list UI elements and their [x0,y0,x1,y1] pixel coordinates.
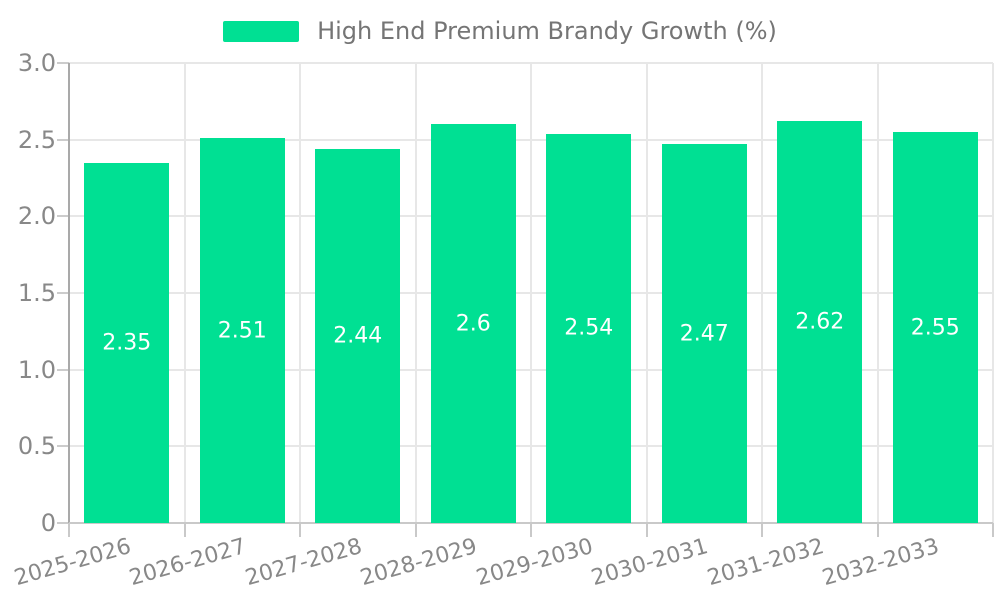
bar-value-label: 2.54 [564,315,614,341]
bar-value-label: 2.6 [455,311,491,337]
x-axis-tick [183,523,186,537]
y-axis-tick [57,62,69,64]
x-axis-tick-label: 2025-2026 [11,534,134,592]
gridline-vertical [761,63,763,523]
bar-value-label: 2.55 [910,315,960,340]
x-axis-tick [761,523,763,537]
y-axis-tick [57,368,69,371]
bar-2025-2026[interactable] [84,162,170,523]
x-axis-tick [530,523,532,537]
y-axis-tick-label: 3.0 [17,49,56,77]
gridline-vertical [876,63,879,523]
bar-value-label: 2.35 [102,330,152,356]
y-axis-tick-label: 0 [40,509,56,537]
x-axis-line [69,522,993,524]
x-axis-tick-label: 2026-2027 [126,534,250,592]
x-axis-tick [414,523,417,537]
x-axis-tick-label: 2028-2029 [357,534,481,592]
y-axis-tick [57,522,69,524]
x-axis-tick-label: 2030-2031 [588,534,712,592]
legend: High End Premium Brandy Growth (%) [0,17,1000,45]
bar-2030-2031[interactable] [661,144,747,523]
bar-2028-2029[interactable] [430,124,516,523]
gridline-vertical [299,63,301,523]
bar-2026-2027[interactable] [199,138,285,523]
gridline-vertical [414,63,417,523]
y-axis-tick [57,445,69,448]
bar-value-label: 2.51 [217,318,267,344]
gridline-vertical [183,63,186,523]
gridline-vertical [530,63,532,523]
y-axis-tick-label: 2.0 [17,202,56,231]
legend-label: High End Premium Brandy Growth (%) [317,17,777,45]
y-axis-tick [57,215,69,218]
gridline-vertical [645,63,648,523]
y-axis-tick-label: 1.5 [17,279,56,307]
x-axis-tick [299,523,301,537]
y-axis-tick [57,292,69,294]
x-axis-tick-label: 2027-2028 [242,534,365,592]
y-axis-tick [57,138,69,141]
x-axis-tick [645,523,648,537]
y-axis-tick-label: 0.5 [17,432,56,461]
x-axis-tick [992,523,994,537]
x-axis-tick-label: 2029-2030 [473,534,596,592]
legend-item[interactable]: High End Premium Brandy Growth (%) [223,17,777,45]
gridline-vertical [992,63,994,523]
y-axis-tick-label: 2.5 [17,125,56,154]
bar-value-label: 2.44 [333,323,383,349]
x-axis-tick [876,523,879,537]
legend-swatch [223,20,300,42]
x-axis-tick-label: 2031-2032 [704,534,827,592]
bar-2027-2028[interactable] [315,148,401,523]
bar-value-label: 2.47 [679,321,729,347]
bar-2029-2030[interactable] [546,133,632,523]
bar-2032-2033[interactable] [892,132,978,523]
bar-2031-2032[interactable] [777,121,863,523]
x-axis-tick-label: 2032-2033 [819,534,943,592]
y-axis-tick-label: 1.0 [17,355,56,384]
bar-value-label: 2.62 [795,309,845,335]
y-axis-line [68,63,70,523]
x-axis-tick [68,523,70,537]
